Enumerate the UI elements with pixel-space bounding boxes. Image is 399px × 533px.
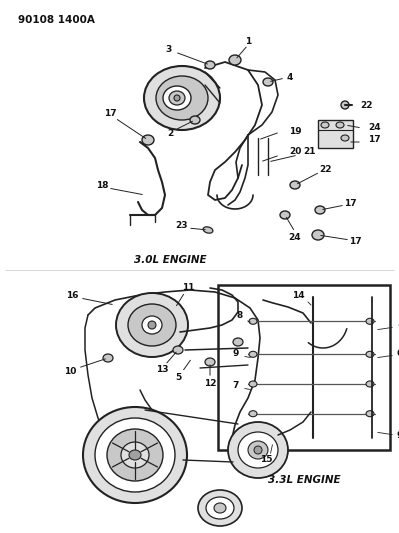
Ellipse shape xyxy=(169,91,185,105)
Ellipse shape xyxy=(144,66,220,130)
Text: 9: 9 xyxy=(397,431,399,440)
Text: 3: 3 xyxy=(165,45,171,54)
Ellipse shape xyxy=(280,211,290,219)
Text: 22: 22 xyxy=(360,101,373,109)
Ellipse shape xyxy=(312,230,324,240)
Ellipse shape xyxy=(248,441,268,459)
Ellipse shape xyxy=(174,95,180,101)
Text: 15: 15 xyxy=(260,456,272,464)
Text: 3.3L ENGINE: 3.3L ENGINE xyxy=(268,475,340,485)
Text: 17: 17 xyxy=(344,199,356,208)
Ellipse shape xyxy=(214,503,226,513)
Ellipse shape xyxy=(107,429,163,481)
Ellipse shape xyxy=(163,86,191,110)
Ellipse shape xyxy=(229,55,241,65)
Ellipse shape xyxy=(205,358,215,366)
Ellipse shape xyxy=(173,346,183,354)
Text: 14: 14 xyxy=(292,290,304,300)
Ellipse shape xyxy=(206,497,234,519)
Ellipse shape xyxy=(228,422,288,478)
Text: 10: 10 xyxy=(64,367,76,376)
Text: 12: 12 xyxy=(204,379,216,389)
Ellipse shape xyxy=(148,321,156,329)
Text: 7: 7 xyxy=(233,381,239,390)
Ellipse shape xyxy=(249,318,257,324)
Ellipse shape xyxy=(190,116,200,124)
Ellipse shape xyxy=(156,76,208,120)
Ellipse shape xyxy=(142,135,154,145)
Bar xyxy=(318,120,353,148)
Text: 21: 21 xyxy=(304,148,316,157)
Text: 17: 17 xyxy=(104,109,117,118)
Text: 22: 22 xyxy=(319,166,331,174)
Text: 17: 17 xyxy=(349,238,361,246)
Ellipse shape xyxy=(129,450,141,460)
Text: 5: 5 xyxy=(175,374,181,383)
Ellipse shape xyxy=(95,418,175,492)
Text: 11: 11 xyxy=(182,284,194,293)
Ellipse shape xyxy=(205,61,215,69)
Ellipse shape xyxy=(290,181,300,189)
Ellipse shape xyxy=(203,227,213,233)
Text: 24: 24 xyxy=(368,124,381,133)
Text: 16: 16 xyxy=(66,290,78,300)
Text: 20: 20 xyxy=(289,148,301,157)
Ellipse shape xyxy=(366,381,374,387)
Ellipse shape xyxy=(103,354,113,362)
Ellipse shape xyxy=(366,318,374,324)
Text: 23: 23 xyxy=(176,222,188,230)
Ellipse shape xyxy=(142,316,162,334)
Ellipse shape xyxy=(254,446,262,454)
Ellipse shape xyxy=(315,206,325,214)
Ellipse shape xyxy=(341,135,349,141)
Text: 3.0L ENGINE: 3.0L ENGINE xyxy=(134,255,206,265)
Ellipse shape xyxy=(263,78,273,86)
Text: 17: 17 xyxy=(368,135,381,144)
Bar xyxy=(218,285,390,450)
Ellipse shape xyxy=(198,490,242,526)
Ellipse shape xyxy=(116,293,188,357)
Text: 5: 5 xyxy=(397,319,399,327)
Text: 6: 6 xyxy=(397,349,399,358)
Text: 9: 9 xyxy=(233,349,239,358)
Ellipse shape xyxy=(321,122,329,128)
Text: 19: 19 xyxy=(289,127,301,136)
Ellipse shape xyxy=(249,351,257,357)
Ellipse shape xyxy=(249,411,257,417)
Text: 1: 1 xyxy=(245,37,251,46)
Ellipse shape xyxy=(366,411,374,417)
Text: 18: 18 xyxy=(96,181,108,190)
Ellipse shape xyxy=(128,304,176,346)
Text: 2: 2 xyxy=(167,128,173,138)
Text: 90108 1400A: 90108 1400A xyxy=(18,15,95,25)
Ellipse shape xyxy=(233,338,243,346)
Ellipse shape xyxy=(249,381,257,387)
Text: 4: 4 xyxy=(287,72,293,82)
Ellipse shape xyxy=(366,351,374,357)
Text: 8: 8 xyxy=(237,311,243,319)
Text: 24: 24 xyxy=(289,233,301,243)
Text: 13: 13 xyxy=(156,366,168,375)
Ellipse shape xyxy=(121,442,149,468)
Ellipse shape xyxy=(341,101,349,109)
Ellipse shape xyxy=(336,122,344,128)
Ellipse shape xyxy=(238,432,278,468)
Ellipse shape xyxy=(83,407,187,503)
